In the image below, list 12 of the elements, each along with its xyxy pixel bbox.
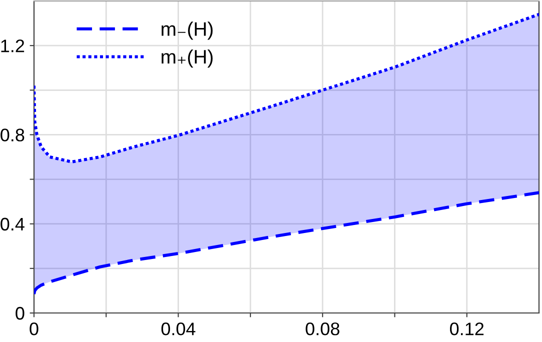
x-tick-label: 0.04 <box>161 322 196 336</box>
line-series <box>34 191 539 296</box>
x-tick-label: 0.12 <box>450 322 484 336</box>
y-tick-label: 1.2 <box>1 40 24 52</box>
x-tick-label: 0 <box>30 322 38 336</box>
x-tick-label: 0.08 <box>306 322 340 336</box>
line-series <box>34 12 539 164</box>
y-tick-label: 0 <box>16 306 24 320</box>
y-tick-label: 0.4 <box>0 218 24 231</box>
legend-label: m₋(H) <box>162 22 213 40</box>
y-tick-label: 0.8 <box>0 128 24 142</box>
legend-label: m₊(H) <box>162 49 213 68</box>
